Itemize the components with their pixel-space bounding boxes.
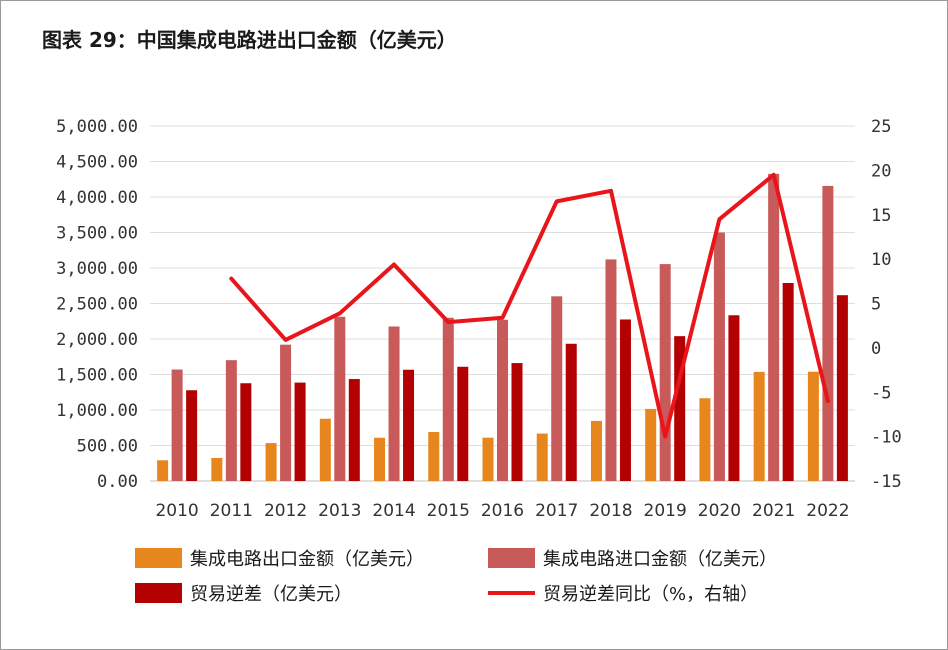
bar [319, 418, 331, 481]
legend-swatch [488, 548, 535, 568]
x-tick-label: 2020 [698, 501, 741, 521]
bar [171, 369, 183, 481]
bar [782, 282, 794, 481]
left-tick-label: 5,000.00 [56, 117, 138, 137]
right-tick-label: 25 [871, 117, 891, 137]
bar [699, 398, 711, 481]
bar [211, 457, 223, 481]
x-tick-label: 2015 [427, 501, 470, 521]
bar [497, 319, 508, 481]
right-tick-label: -15 [871, 472, 902, 492]
yoy-line-path [229, 172, 830, 439]
bar [388, 326, 400, 481]
left-tick-label: 2,500.00 [56, 295, 138, 315]
bar [753, 371, 765, 481]
bar [334, 316, 346, 481]
left-tick-label: 4,500.00 [56, 153, 138, 173]
left-tick-label: 1,000.00 [56, 401, 138, 421]
bar [348, 379, 360, 481]
bar [294, 382, 306, 481]
bar [265, 443, 277, 481]
x-tick-label: 2012 [264, 501, 307, 521]
bar [511, 363, 523, 481]
bars [157, 173, 848, 481]
bar [442, 317, 454, 481]
bar [605, 259, 617, 481]
bar [403, 369, 415, 481]
bar [728, 315, 740, 481]
left-tick-label: 1,500.00 [56, 366, 138, 386]
right-tick-label: 10 [871, 250, 891, 270]
bar [374, 437, 386, 481]
bar [619, 319, 631, 481]
left-tick-label: 2,000.00 [56, 330, 138, 350]
bar [674, 336, 686, 481]
right-axis-ticks: -15 -10 -5 0 5 10 15 20 25 [871, 117, 902, 492]
bar [768, 173, 780, 481]
left-tick-label: 500.00 [77, 437, 138, 457]
x-tick-label: 2011 [210, 501, 253, 521]
x-axis-ticks: 2010 2011 2012 2013 2014 2015 2016 2017 2018 2019… [155, 501, 849, 521]
x-tick-label: 2019 [644, 501, 687, 521]
x-tick-label: 2021 [752, 501, 795, 521]
x-tick-label: 2017 [535, 501, 578, 521]
bar [551, 296, 563, 481]
yoy-line [229, 172, 830, 439]
x-tick-label: 2022 [806, 501, 849, 521]
bar [565, 343, 577, 481]
bar [157, 460, 169, 481]
right-tick-label: -10 [871, 428, 902, 448]
bar [428, 432, 440, 481]
bar [822, 185, 834, 481]
right-tick-label: 5 [871, 295, 881, 315]
bar [482, 437, 494, 481]
x-tick-label: 2013 [318, 501, 361, 521]
legend-swatch [135, 583, 182, 603]
legend-label: 集成电路出口金额（亿美元） [190, 549, 424, 570]
bar [457, 366, 469, 481]
bar [536, 433, 548, 481]
left-tick-label: 4,000.00 [56, 188, 138, 208]
legend-label: 贸易逆差（亿美元） [190, 584, 352, 605]
bar [645, 408, 657, 481]
right-tick-label: 15 [871, 206, 891, 226]
right-tick-label: -5 [871, 383, 891, 403]
bar [280, 344, 292, 481]
left-tick-label: 3,500.00 [56, 224, 138, 244]
x-tick-label: 2016 [481, 501, 524, 521]
legend-label: 贸易逆差同比（%，右轴） [543, 584, 758, 605]
bar [807, 371, 819, 481]
legend: 集成电路出口金额（亿美元） 集成电路进口金额（亿美元） 贸易逆差（亿美元） 贸易逆差同… [135, 548, 777, 605]
bar [186, 390, 198, 481]
left-axis-ticks: 0.00 500.00 1,000.00 1,500.00 2,000.00 2,500.… [56, 117, 138, 492]
x-tick-label: 2014 [372, 501, 415, 521]
bar [836, 295, 848, 481]
bar [713, 232, 725, 481]
left-tick-label: 3,000.00 [56, 259, 138, 279]
bar [590, 420, 602, 481]
bar [225, 360, 237, 481]
x-tick-label: 2010 [155, 501, 198, 521]
chart-title: 图表 29：中国集成电路进出口金额（亿美元） [42, 28, 457, 52]
legend-swatch [135, 548, 182, 568]
left-tick-label: 0.00 [97, 472, 138, 492]
right-tick-label: 0 [871, 339, 881, 359]
x-tick-label: 2018 [589, 501, 632, 521]
right-tick-label: 20 [871, 161, 891, 181]
bar [240, 383, 252, 481]
legend-label: 集成电路进口金额（亿美元） [543, 549, 777, 570]
bar [659, 264, 671, 481]
